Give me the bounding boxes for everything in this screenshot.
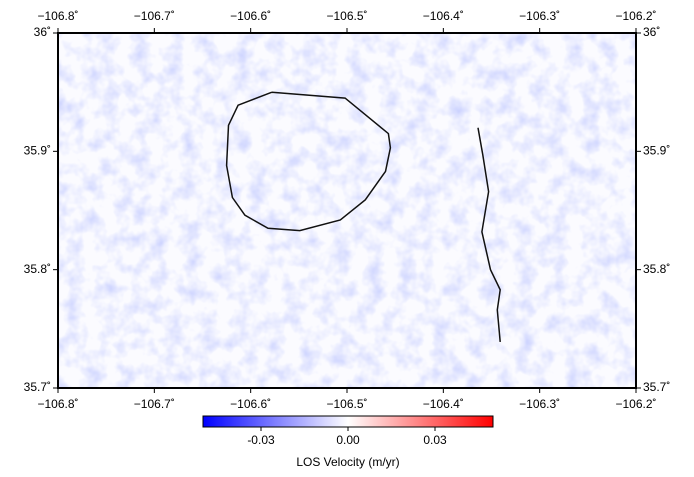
x-tick-label: −106.4˚ <box>423 9 464 23</box>
y-tick-label: 35.7˚ <box>643 380 670 394</box>
colorbar-tick-label: 0.03 <box>423 433 447 447</box>
x-tick-label: −106.3˚ <box>519 9 560 23</box>
x-tick-label: −106.7˚ <box>134 397 175 411</box>
x-tick-label: −106.4˚ <box>423 397 464 411</box>
colorbar-label: LOS Velocity (m/yr) <box>296 455 399 469</box>
x-tick-label: −106.5˚ <box>326 9 367 23</box>
y-tick-label: 35.9˚ <box>24 144 51 158</box>
y-tick-label: 35.8˚ <box>24 262 51 276</box>
colorbar-tick-label: 0.00 <box>336 433 360 447</box>
colorbar <box>202 415 494 428</box>
x-tick-label: −106.6˚ <box>230 9 271 23</box>
x-tick-label: −106.2˚ <box>615 397 656 411</box>
outline <box>477 127 501 342</box>
y-tick-label: 35.8˚ <box>643 262 670 276</box>
x-tick-label: −106.3˚ <box>519 397 560 411</box>
x-tick-label: −106.8˚ <box>37 9 78 23</box>
x-tick-label: −106.8˚ <box>37 397 78 411</box>
y-tick-label: 36˚ <box>643 25 660 39</box>
y-tick-label: 35.7˚ <box>24 380 51 394</box>
x-tick-label: −106.7˚ <box>134 9 175 23</box>
colorbar-tick-label: -0.03 <box>247 433 275 447</box>
y-tick-label: 35.9˚ <box>643 144 670 158</box>
y-tick-label: 36˚ <box>34 25 51 39</box>
velocity-field <box>58 33 636 388</box>
x-tick-label: −106.5˚ <box>326 397 367 411</box>
outline <box>225 91 392 232</box>
x-tick-label: −106.6˚ <box>230 397 271 411</box>
x-tick-label: −106.2˚ <box>615 9 656 23</box>
